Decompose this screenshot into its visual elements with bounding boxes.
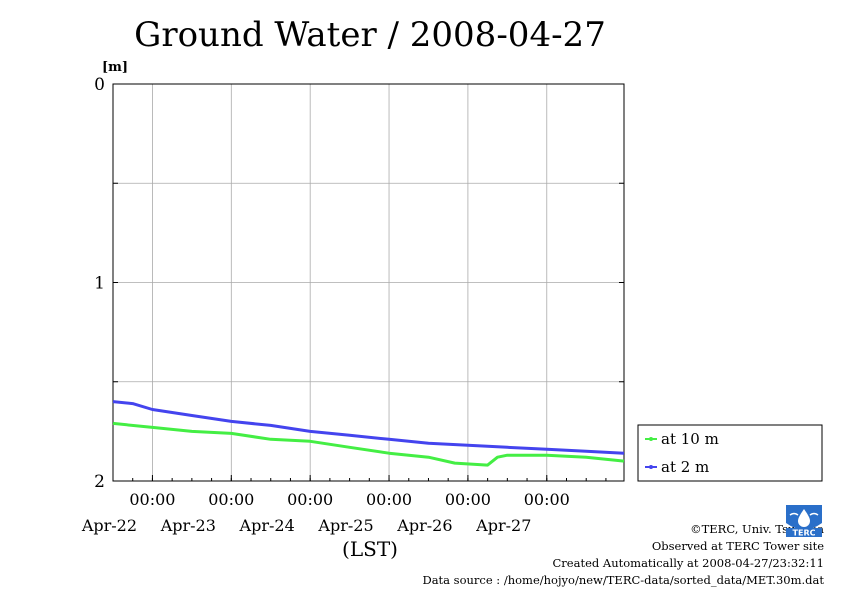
y-tick-label: 1 [94,274,105,294]
y-axis: 0 1 2 [94,75,624,492]
x-tick-time-label: 00:00 [208,490,254,509]
x-tick-day-label: Apr-26 [396,516,452,535]
y-tick-label: 0 [94,75,105,95]
series-line-at-2m [112,400,625,455]
gridlines [113,84,624,481]
legend-marker [649,465,653,469]
legend-label: at 10 m [661,430,719,448]
x-tick-time-label: 00:00 [445,490,491,509]
observed-site-text: Observed at TERC Tower site [651,539,824,553]
logo-text: TERC [793,529,816,538]
legend-label: at 2 m [661,458,709,476]
x-axis-label: (LST) [342,537,398,561]
x-tick-day-label: Apr-24 [239,516,295,535]
x-tick-time-label: 00:00 [287,490,333,509]
series-lines [112,400,625,467]
created-timestamp-text: Created Automatically at 2008-04-27/23:3… [552,556,825,570]
x-tick-time-label: 00:00 [524,490,570,509]
x-tick-day-label: Apr-27 [475,516,531,535]
x-tick-day-label: Apr-22 [81,516,137,535]
terc-logo-icon: TERC [786,505,822,538]
legend-box [637,424,823,482]
legend-marker [649,437,653,441]
chart-title: Ground Water / 2008-04-27 [134,15,606,55]
x-tick-time-label: 00:00 [129,490,175,509]
legend: at 10 m at 2 m [637,424,823,482]
data-source-text: Data source : /home/hojyo/new/TERC-data/… [422,573,824,587]
x-tick-day-label: Apr-23 [160,516,216,535]
x-axis: 00:00 Apr-22 00:00 Apr-23 00:00 Apr-24 00:00 Ap… [81,475,607,535]
series-line-at-10m [112,421,625,467]
x-tick-time-label: 00:00 [366,490,412,509]
x-tick-day-label: Apr-25 [317,516,373,535]
y-tick-label: 2 [94,472,105,492]
y-axis-unit-label: [m] [102,60,128,75]
